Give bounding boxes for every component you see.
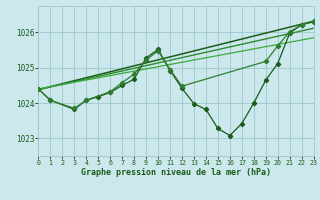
- X-axis label: Graphe pression niveau de la mer (hPa): Graphe pression niveau de la mer (hPa): [81, 168, 271, 177]
